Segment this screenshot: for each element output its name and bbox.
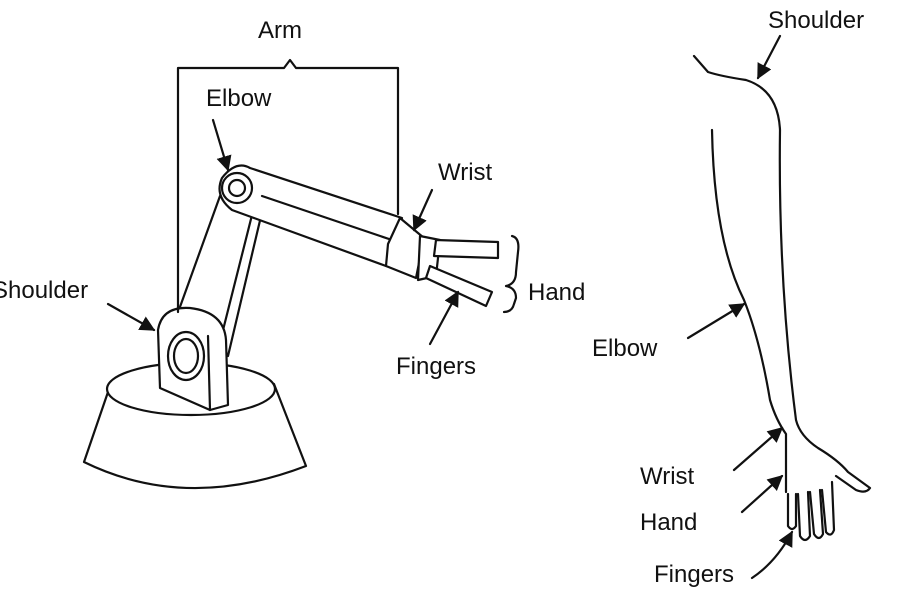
human-shoulder-arrow	[756, 34, 782, 80]
human-wrist-label: Wrist	[640, 463, 695, 490]
robot-elbow-label: Elbow	[206, 85, 272, 112]
human-elbow-label: Elbow	[592, 335, 658, 362]
human-arm	[686, 34, 872, 580]
human-hand-arrow	[740, 474, 784, 514]
robot-arm	[82, 58, 520, 490]
robot-wrist-arrow	[412, 188, 434, 232]
robot-arm-label: Arm	[258, 17, 302, 44]
arm-bracket	[176, 58, 400, 314]
human-fingers-arrow	[750, 530, 794, 580]
robot-fingers-arrow	[428, 290, 460, 346]
human-shoulder-label: Shoulder	[768, 7, 864, 34]
robot-hand-label: Hand	[528, 279, 585, 306]
robot-shoulder-joint	[156, 306, 230, 412]
robot-fingers-label: Fingers	[396, 353, 476, 380]
robot-shoulder-arrow	[106, 302, 156, 332]
human-fingers-label: Fingers	[654, 561, 734, 588]
robot-wrist-label: Wrist	[438, 159, 493, 186]
human-elbow-arrow	[686, 302, 746, 340]
human-hand-label: Hand	[640, 509, 697, 536]
human-wrist-arrow	[732, 426, 784, 472]
hand-brace	[502, 234, 520, 314]
human-arm-outer-contour	[692, 54, 872, 493]
human-arm-inner-contour	[710, 128, 788, 494]
human-fingers-drawing	[786, 480, 836, 542]
robot-shoulder-label: Shoulder	[0, 277, 88, 304]
robot-fingers	[424, 238, 500, 308]
robot-elbow-arrow	[211, 118, 232, 172]
